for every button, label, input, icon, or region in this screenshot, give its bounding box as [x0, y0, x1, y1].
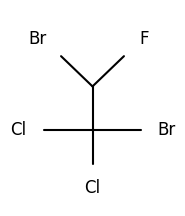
Text: Br: Br	[28, 30, 46, 48]
Text: Br: Br	[157, 121, 176, 139]
Text: Cl: Cl	[84, 179, 101, 197]
Text: F: F	[139, 30, 149, 48]
Text: Cl: Cl	[10, 121, 27, 139]
